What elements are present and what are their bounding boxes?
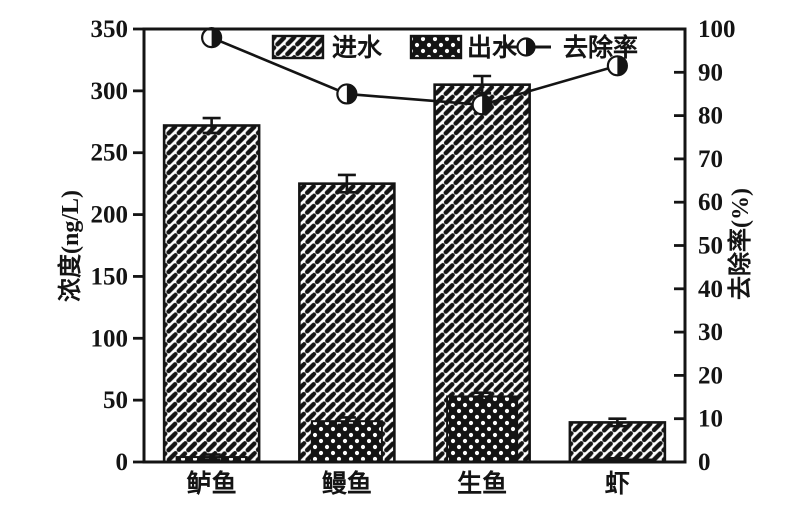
error-bars-layer: [202, 74, 627, 463]
legend-effluent-swatch: [409, 34, 463, 60]
influent-bar: [162, 124, 261, 464]
removal-tick-label: 90: [698, 59, 723, 86]
removal-marker-half: [482, 95, 492, 115]
concentration-tick-label: 0: [116, 449, 129, 476]
removal-line: [211, 36, 618, 107]
removal-marker-half: [526, 38, 535, 56]
removal-line-layer: [201, 27, 628, 116]
removal-marker-half: [617, 56, 627, 76]
concentration-tick-label: 100: [91, 325, 129, 352]
legend-removal-label: 去除率: [563, 33, 638, 62]
removal-tick-label: 40: [698, 276, 723, 303]
removal-marker-half: [211, 28, 222, 48]
right-axis-title: 去除率(%): [726, 188, 754, 300]
removal-tick-label: 60: [698, 189, 723, 216]
removal-tick-label: 10: [698, 406, 723, 433]
legend-influent-swatch: [271, 34, 325, 60]
removal-marker-half: [346, 84, 357, 104]
removal-tick-label: 30: [698, 319, 723, 346]
category-label: 鳗鱼: [322, 470, 372, 498]
concentration-tick-label: 250: [91, 140, 129, 167]
category-labels-layer: 鲈鱼 鳗鱼 生鱼 虾: [187, 470, 630, 498]
removal-tick-label: 50: [698, 233, 723, 260]
legend: 进水 出水 去除率: [271, 33, 638, 62]
concentration-tick-label: 300: [91, 78, 129, 105]
removal-tick-label: 0: [698, 449, 711, 476]
category-label: 鲈鱼: [187, 470, 237, 498]
concentration-tick-label: 350: [91, 16, 129, 43]
effluent-bar: [310, 420, 383, 463]
category-label: 生鱼: [457, 470, 507, 498]
concentration-tick-label: 150: [91, 263, 129, 290]
influent-bar: [298, 182, 396, 464]
legend-influent-label: 进水: [332, 34, 383, 62]
effluent-bar: [446, 395, 519, 463]
removal-tick-label: 70: [698, 146, 723, 173]
bars-layer: [162, 83, 667, 464]
removal-tick-label: 100: [698, 16, 736, 43]
category-label: 虾: [605, 470, 630, 498]
influent-bar: [568, 421, 667, 464]
removal-tick-label: 80: [698, 103, 723, 130]
concentration-tick-label: 200: [91, 202, 129, 229]
removal-tick-label: 20: [698, 362, 723, 389]
tick-layer: 0 50 100 150 200 250 300 350 0 10 20 30 40 50 60 70 80 90…: [91, 16, 736, 476]
left-axis-title: 浓度(ng/L): [56, 190, 84, 302]
concentration-tick-label: 50: [103, 387, 128, 414]
